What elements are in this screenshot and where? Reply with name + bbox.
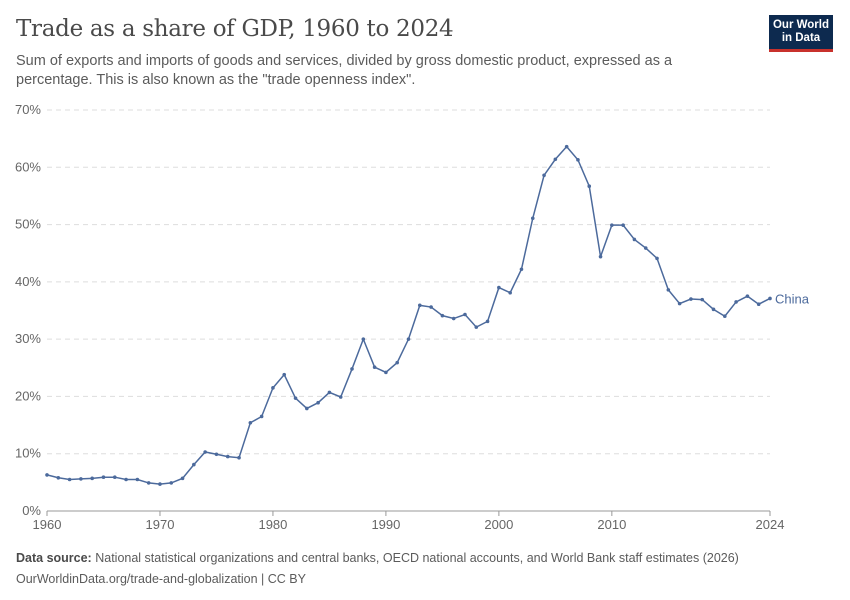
- data-point: [203, 450, 207, 454]
- data-point: [305, 406, 309, 411]
- data-point: [756, 302, 761, 306]
- data-point: [643, 246, 648, 250]
- data-point: [429, 305, 433, 309]
- x-tick-label: 2024: [756, 517, 785, 532]
- data-point: [214, 452, 219, 457]
- data-point: [327, 390, 332, 395]
- series-label: China: [775, 291, 810, 306]
- data-point: [158, 482, 162, 486]
- data-point: [485, 319, 490, 324]
- data-point: [768, 296, 772, 301]
- data-point: [259, 414, 264, 419]
- data-point: [112, 475, 117, 480]
- data-point: [146, 481, 151, 485]
- y-tick-label: 30%: [15, 331, 41, 346]
- data-point: [293, 396, 298, 400]
- data-point: [440, 313, 445, 318]
- data-point: [723, 314, 727, 319]
- x-tick-label: 1980: [258, 517, 287, 532]
- data-point: [67, 477, 72, 482]
- data-point: [530, 216, 535, 221]
- data-point: [384, 370, 388, 375]
- chart-subtitle: Sum of exports and imports of goods and …: [16, 53, 673, 88]
- data-point: [248, 420, 253, 425]
- data-point: [610, 223, 614, 227]
- data-point: [474, 325, 479, 329]
- data-point: [621, 223, 625, 227]
- y-tick-label: 60%: [15, 159, 41, 174]
- data-point: [124, 477, 128, 482]
- data-point: [417, 303, 422, 308]
- data-point: [677, 301, 682, 306]
- data-point: [56, 475, 61, 480]
- footer-link[interactable]: OurWorldinData.org/trade-and-globalizati…: [16, 572, 306, 586]
- data-point: [79, 477, 83, 481]
- data-point: [180, 476, 185, 481]
- x-tick-label: 2010: [597, 517, 626, 532]
- data-point: [689, 297, 693, 301]
- data-point: [451, 316, 456, 321]
- chart-title: Trade as a share of GDP, 1960 to 2024: [16, 16, 454, 42]
- data-point: [745, 294, 750, 298]
- data-point: [271, 386, 275, 390]
- data-point: [508, 290, 512, 295]
- data-point: [237, 455, 241, 460]
- data-point: [463, 312, 467, 317]
- y-tick-label: 70%: [15, 102, 41, 117]
- data-point: [519, 267, 524, 272]
- data-point: [542, 173, 546, 178]
- x-tick-label: 2000: [484, 517, 513, 532]
- data-point: [406, 337, 411, 341]
- data-source: Data source: National statistical organi…: [16, 551, 739, 565]
- x-tick-label: 1970: [146, 517, 175, 532]
- data-point: [734, 300, 738, 304]
- data-point: [361, 337, 366, 341]
- data-point: [553, 157, 558, 162]
- data-point: [564, 144, 569, 149]
- data-point: [372, 365, 377, 370]
- data-point: [350, 367, 354, 371]
- y-tick-label: 20%: [15, 388, 41, 403]
- data-point: [497, 285, 501, 290]
- y-tick-label: 40%: [15, 274, 41, 289]
- data-point: [316, 400, 320, 405]
- footer: Data source: National statistical organi…: [16, 548, 739, 590]
- data-point: [192, 462, 196, 467]
- data-point: [576, 158, 580, 162]
- data-point: [90, 476, 94, 481]
- data-point: [666, 288, 671, 292]
- x-tick-label: 1960: [33, 517, 62, 532]
- data-point: [135, 477, 140, 482]
- data-point: [45, 473, 49, 477]
- series-line-china: [46, 145, 771, 485]
- x-tick-label: 1990: [371, 517, 400, 532]
- data-point: [598, 254, 603, 259]
- data-point: [225, 454, 230, 459]
- data-point: [395, 360, 400, 365]
- owid-logo[interactable]: Our World in Data: [769, 15, 833, 52]
- data-point: [587, 184, 592, 188]
- data-point: [711, 307, 716, 312]
- data-point: [655, 256, 659, 261]
- data-point: [632, 237, 637, 242]
- data-point: [700, 297, 705, 302]
- data-point: [169, 481, 174, 485]
- data-point: [282, 372, 287, 377]
- data-point: [338, 395, 343, 399]
- y-tick-label: 10%: [15, 446, 41, 461]
- y-tick-label: 0%: [22, 503, 41, 518]
- y-tick-label: 50%: [15, 217, 41, 232]
- data-point: [101, 475, 106, 480]
